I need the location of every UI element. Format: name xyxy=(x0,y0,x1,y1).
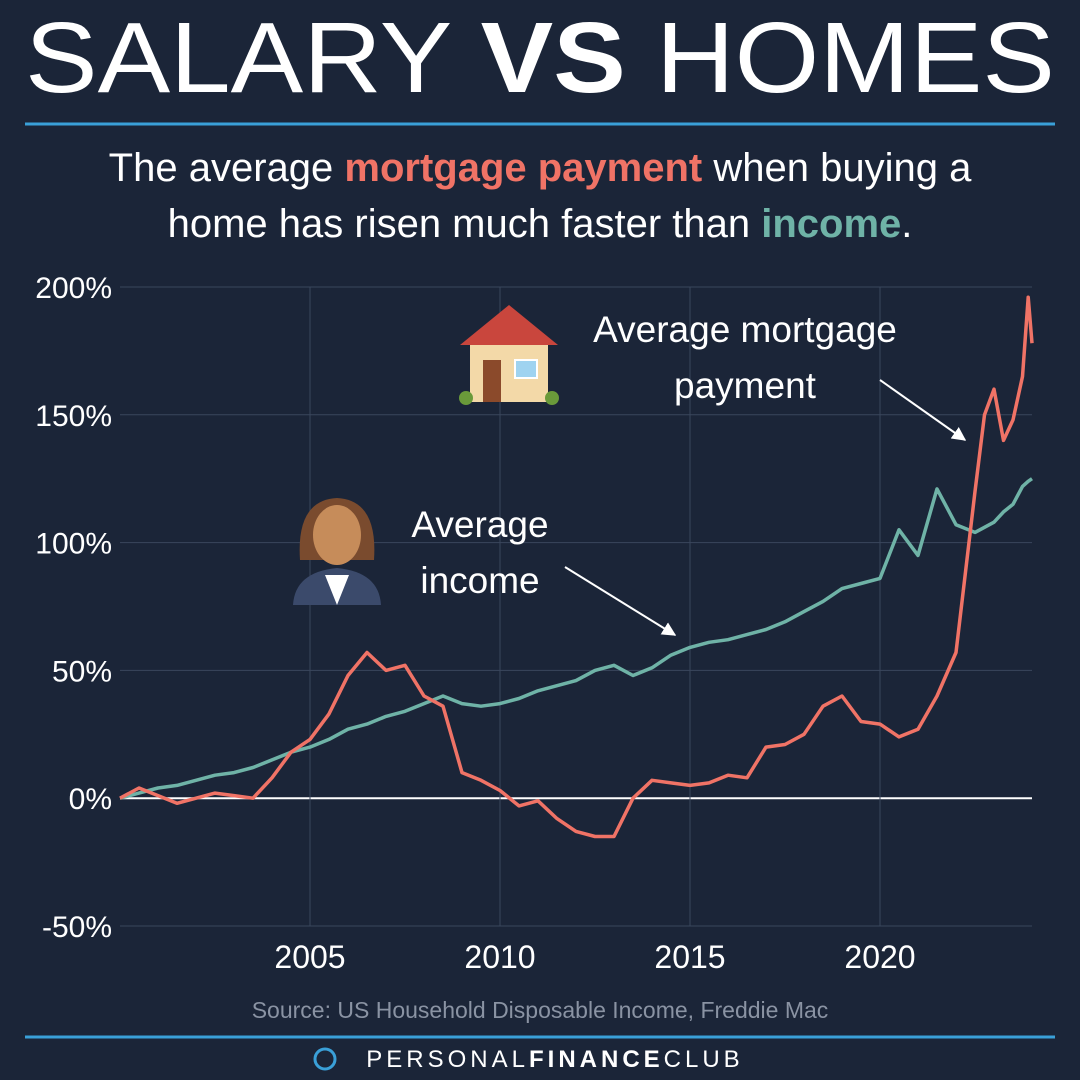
x-tick-label: 2020 xyxy=(844,939,915,975)
title-part: HOMES xyxy=(656,2,1055,114)
y-tick-label: 50% xyxy=(52,655,112,688)
annotation: Average income xyxy=(411,504,549,601)
data-line xyxy=(119,477,1033,800)
house-icon xyxy=(459,305,559,405)
title-part: SALARY xyxy=(25,2,451,114)
footer-part: FINANCE xyxy=(529,1046,664,1073)
y-tick-label: 0% xyxy=(69,783,112,816)
title-part: VS xyxy=(481,2,626,114)
footer-part: PERSONAL xyxy=(366,1046,529,1073)
x-tick-label: 2005 xyxy=(274,939,345,975)
data-line xyxy=(119,295,1034,839)
person-icon xyxy=(293,498,381,605)
subtitle-part: income xyxy=(761,202,902,246)
logo xyxy=(313,1047,337,1071)
y-tick-label: 150% xyxy=(35,400,112,433)
x-tick-label: 2010 xyxy=(464,939,535,975)
subtitle: The average mortgage payment when buying… xyxy=(90,140,990,252)
source: Source: US Household Disposable Income, … xyxy=(252,997,829,1023)
arrow xyxy=(564,566,677,636)
y-tick-label: 100% xyxy=(35,528,112,561)
subtitle-part: The average xyxy=(108,146,345,190)
plot: -50% 0% 50% 100% 150% 200% 2005 2010 2015 2020 xyxy=(35,272,1034,975)
arrow xyxy=(879,379,967,441)
annotation: Average mortgage payment xyxy=(593,309,897,406)
x-tick-label: 2015 xyxy=(654,939,725,975)
footer: PERSONALFINANCECLUB xyxy=(366,1046,743,1073)
subtitle-part: mortgage payment xyxy=(344,146,703,190)
subtitle-part: . xyxy=(901,202,913,246)
footer-part: CLUB xyxy=(664,1046,744,1073)
title: SALARY VS HOMES xyxy=(25,2,1055,114)
subtitle-part: when buying a home has risen much faster… xyxy=(167,146,972,246)
y-tick-label: 200% xyxy=(35,272,112,305)
y-tick-label: -50% xyxy=(42,911,112,944)
